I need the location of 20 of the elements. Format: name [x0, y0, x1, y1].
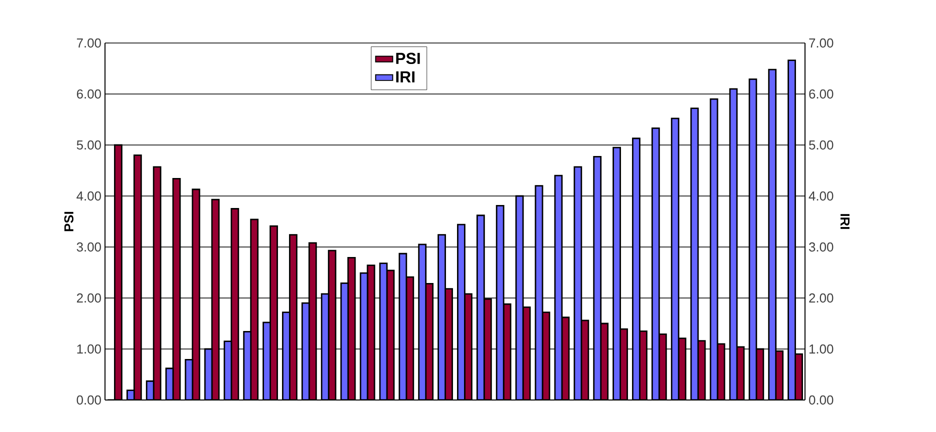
y-tick-label: 5.00	[76, 140, 101, 150]
y2-tick-label: 2.00	[809, 293, 834, 303]
y-tick-label: 6.00	[76, 89, 101, 99]
y2-tick-label: 5.00	[809, 140, 834, 150]
y-tick-label: 2.00	[76, 293, 101, 303]
y2-tick-label: 7.00	[809, 38, 834, 48]
y-tick-label: 7.00	[76, 38, 101, 48]
y-tick-label: 4.00	[76, 191, 101, 201]
y2-tick-label: 1.00	[810, 344, 834, 354]
y-axis-title: PSI	[64, 212, 74, 232]
y2-tick-label: 4.00	[808, 191, 834, 201]
y2-tick-label: 0.00	[809, 395, 834, 405]
y-tick-label: 0.00	[76, 395, 101, 405]
y2-tick-label: 6.00	[809, 89, 834, 99]
y2-axis-title: IRI	[840, 214, 850, 229]
y-tick-label: 3.00	[76, 242, 101, 252]
y-tick-label: 1.00	[77, 344, 101, 354]
y2-tick-label: 3.00	[809, 242, 834, 252]
legend-label: IRI	[396, 71, 414, 82]
legend-label: PSI	[396, 52, 420, 64]
